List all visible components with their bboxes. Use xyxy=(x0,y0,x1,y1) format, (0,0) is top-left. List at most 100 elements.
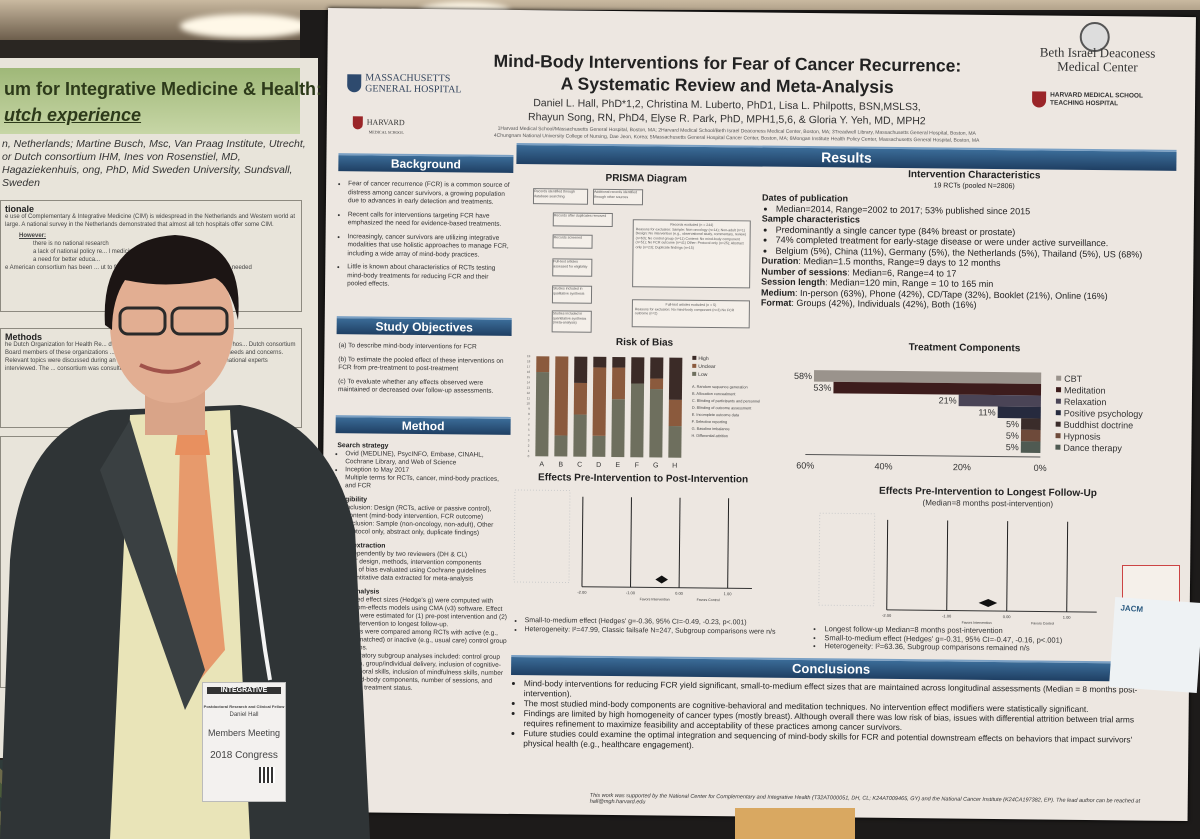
hms-logo-text: HARVARD MEDICAL SCHOOL TEACHING HOSPITAL xyxy=(1050,91,1143,108)
data-label: 5% xyxy=(1006,442,1019,452)
y-tick-label: 3 xyxy=(528,438,530,442)
lanyard xyxy=(233,429,272,681)
badge-event: Members Meeting xyxy=(207,728,281,738)
y-tick-label: 16 xyxy=(527,370,531,374)
legend-swatch xyxy=(1055,433,1061,439)
bar-segment-high xyxy=(574,356,588,384)
list-item: Heterogeneity: I²=47.99, Classic failsaf… xyxy=(524,626,786,637)
legend-swatch xyxy=(1055,410,1061,416)
harvard-shield-icon xyxy=(352,116,363,130)
qr-code-icon xyxy=(259,767,275,783)
legend-swatch xyxy=(692,371,697,376)
reference-line xyxy=(630,497,632,588)
rationale-heading: tionale xyxy=(5,204,35,214)
prisma-box: Records after duplicates removed xyxy=(552,212,613,227)
data-label: 5% xyxy=(1006,419,1019,429)
stats-table xyxy=(818,512,876,607)
conclusions-list: Mind-body interventions for reducing FCR… xyxy=(515,678,1156,755)
bar xyxy=(833,381,1042,396)
category-key-label: G. Baseline imbalance xyxy=(692,427,730,431)
stats-table xyxy=(513,489,571,584)
row-label: Format xyxy=(760,297,792,308)
y-tick-label: 1 xyxy=(528,449,530,453)
badge-role: Postdoctoral Research and Clinical Fello… xyxy=(203,704,285,709)
bar xyxy=(813,370,1042,384)
x-tick-label: -2.00 xyxy=(577,590,587,595)
category-key-label: H. Differential attrition xyxy=(692,434,728,438)
x-tick-label: B xyxy=(558,461,563,468)
legend-swatch xyxy=(1055,398,1061,404)
category-key-label: E. Incomplete outcome data xyxy=(692,413,740,418)
bar-segment-low xyxy=(535,371,550,457)
list-item: there is no national research xyxy=(33,241,109,247)
category-key-label: B. Allocation concealment xyxy=(692,392,736,396)
y-tick-label: 5 xyxy=(528,428,530,432)
methods-heading: Methods xyxy=(5,332,42,342)
y-tick-label: 18 xyxy=(527,359,531,363)
legend-label: CBT xyxy=(1064,374,1083,384)
mgh-shield-icon xyxy=(347,74,362,93)
data-label: 21% xyxy=(939,395,957,405)
legend-label: Buddhist doctrine xyxy=(1064,420,1134,431)
bar-segment-low xyxy=(611,399,625,458)
list-item: Fear of cancer recurrence (FCR) is a com… xyxy=(348,180,510,207)
results-banner: Results xyxy=(516,142,1177,171)
reference-line xyxy=(946,520,949,611)
reference-line xyxy=(727,498,730,589)
x-tick-label: H xyxy=(672,463,677,470)
data-label: 53% xyxy=(813,383,831,393)
bar-segment-unclear xyxy=(611,367,626,400)
bar-segment-high xyxy=(650,357,664,379)
handout-card: JACM xyxy=(1108,597,1200,693)
bar-segment-high xyxy=(612,356,626,368)
badge-congress: 2018 Congress xyxy=(210,750,278,761)
prisma-diagram: Records identified through database sear… xyxy=(530,188,762,340)
x-tick-label: 1.00 xyxy=(724,591,733,596)
row-label: Number of sessions xyxy=(761,266,848,277)
x-tick-label: C xyxy=(577,462,582,469)
bar-segment-high xyxy=(668,357,683,400)
x-tick-label: A xyxy=(539,461,544,468)
legend-swatch xyxy=(1056,387,1062,393)
x-tick-label: -2.00 xyxy=(882,613,892,618)
category-key-label: F. Selective reporting xyxy=(692,420,728,424)
y-tick-label: 11 xyxy=(527,396,530,400)
y-tick-label: 0 xyxy=(528,454,530,458)
x-tick-label: 60% xyxy=(796,460,814,470)
row-label: Medium xyxy=(760,287,796,298)
however-label: However: xyxy=(19,233,47,239)
poster-title: Mind-Body Interventions for Fear of Canc… xyxy=(427,49,1027,99)
left-poster-title: um for Integrative Medicine & Health: utc… xyxy=(0,68,322,134)
x-axis xyxy=(581,586,752,589)
bar xyxy=(1020,429,1041,442)
hair xyxy=(104,235,239,330)
bar-segment-unclear xyxy=(650,378,664,390)
category-key-label: D. Blinding of outcome assessment xyxy=(692,406,752,411)
bar-segment-unclear xyxy=(536,356,550,373)
bar xyxy=(1021,418,1041,430)
bar xyxy=(1020,441,1041,453)
x-tick-label: 40% xyxy=(875,461,893,471)
acknowledgment: This work was supported by the National … xyxy=(589,792,1141,806)
y-tick-label: 7 xyxy=(528,417,530,421)
y-tick-label: 17 xyxy=(527,365,531,369)
prisma-box: Full-text articles assessed for eligibil… xyxy=(552,258,593,277)
y-tick-label: 19 xyxy=(527,354,531,358)
row-label: Session length xyxy=(761,276,826,288)
legend-swatch xyxy=(1056,375,1062,381)
list-item: Recent calls for interventions targeting… xyxy=(348,211,510,230)
left-lapel xyxy=(100,420,205,710)
glasses-icon xyxy=(118,306,167,336)
prisma-box: Studies included in qualitative synthesi… xyxy=(551,285,593,304)
forest-plot-post: -2.00 -1.00 0.00 1.00 Favors Intervention Fav… xyxy=(513,489,752,602)
main-poster: MASSACHUSETTS GENERAL HOSPITAL HARVARD ME… xyxy=(319,8,1196,822)
legend-label: High xyxy=(698,356,709,362)
risk-of-bias-title: Risk of Bias xyxy=(615,337,674,349)
prisma-title: PRISMA Diagram xyxy=(605,172,687,185)
x-axis xyxy=(886,609,1097,613)
y-tick-label: 15 xyxy=(527,375,531,379)
y-tick-label: 9 xyxy=(528,407,530,411)
handout-card-text: JACM xyxy=(1120,603,1144,615)
bar-segment-low xyxy=(649,388,664,458)
hms-logo: HARVARD MEDICAL SCHOOL TEACHING HOSPITAL xyxy=(1031,91,1150,108)
